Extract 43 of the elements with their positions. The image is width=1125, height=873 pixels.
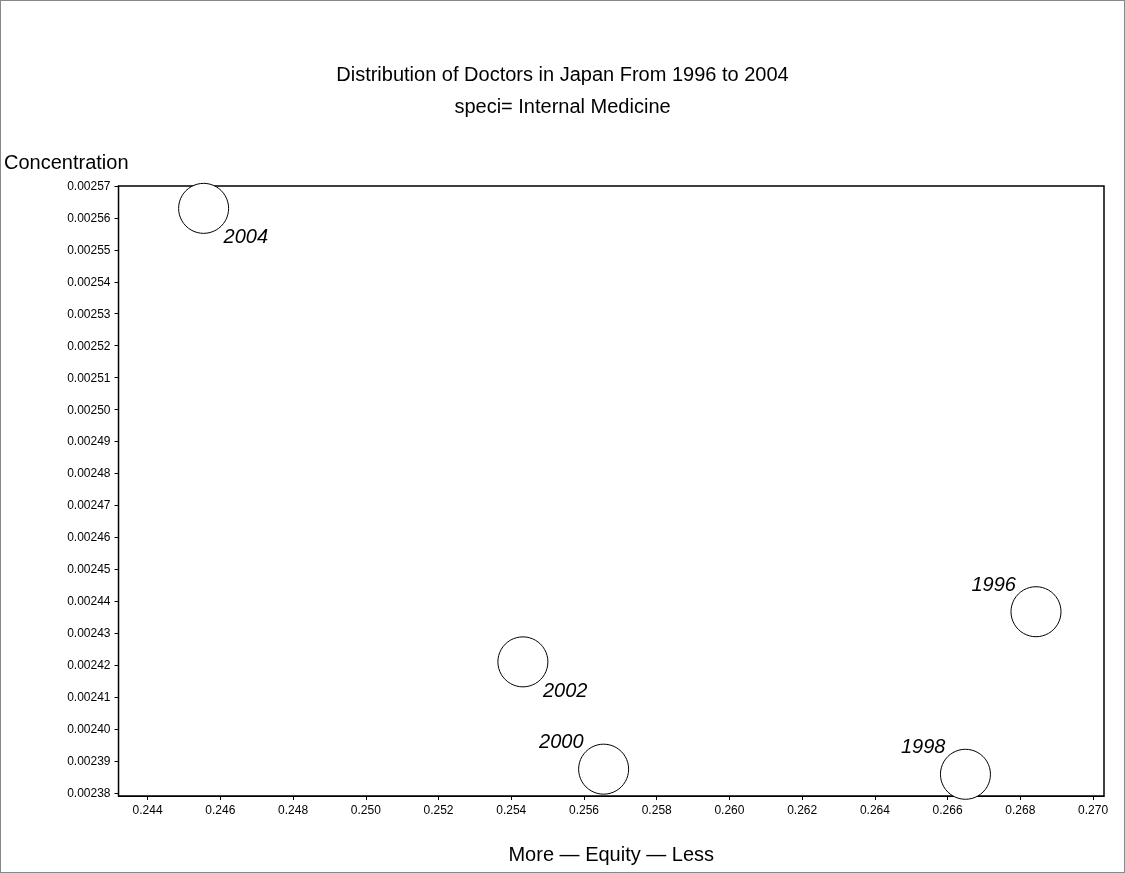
x-tick-label: 0.246 <box>205 803 236 817</box>
y-tick-label: 0.00247 <box>67 498 111 513</box>
x-axis-title: More — Equity — Less <box>508 843 715 865</box>
chart-subtitle: speci= Internal Medicine <box>454 95 671 117</box>
y-tick-label: 0.00250 <box>67 402 111 417</box>
annotation: 1996 <box>971 572 1017 595</box>
annotation: 2004 <box>222 225 269 248</box>
x-tick-label: 0.256 <box>568 803 600 817</box>
x-tick-label: 0.250 <box>350 803 382 817</box>
x-tick-label: 0.254 <box>496 803 527 817</box>
y-tick-label: 0.00257 <box>67 179 111 193</box>
x-tick-label: 0.264 <box>859 803 891 817</box>
y-tick-label: 0.00245 <box>67 562 111 577</box>
y-tick-label: 0.00239 <box>67 753 111 768</box>
y-tick-label: 0.00246 <box>67 530 111 545</box>
y-tick-label: 0.00249 <box>67 434 111 449</box>
y-tick-label: 0.00255 <box>67 242 111 257</box>
y-tick-label: 0.00243 <box>67 626 111 641</box>
y-tick-label: 0.00253 <box>67 306 111 321</box>
y-tick-label: 0.00248 <box>67 466 111 481</box>
annotation: 2000 <box>538 730 584 753</box>
x-tick-label: 0.266 <box>932 803 963 817</box>
y-tick-label: 0.00252 <box>67 338 111 353</box>
chart-title: Distribution of Doctors in Japan From 1996 to 2004 <box>336 63 789 85</box>
x-tick-label: 0.268 <box>1005 803 1036 817</box>
y-tick-label: 0.00254 <box>67 274 111 289</box>
x-tick-label: 0.270 <box>1078 803 1109 817</box>
annotation: 2002 <box>541 678 588 701</box>
y-tick-label: 0.00240 <box>67 721 111 736</box>
y-tick-label: 0.00244 <box>67 594 111 609</box>
y-tick-label: 0.00242 <box>67 658 111 673</box>
x-tick-label: 0.260 <box>714 803 745 817</box>
x-tick-label: 0.258 <box>641 803 673 817</box>
x-tick-label: 0.248 <box>278 803 309 817</box>
y-tick-label: 0.00251 <box>67 370 111 385</box>
y-axis-title: Concentration <box>3 151 129 173</box>
x-tick-label: 0.244 <box>132 803 163 817</box>
x-tick-label: 0.262 <box>787 803 818 817</box>
x-tick-label: 0.252 <box>423 803 454 817</box>
y-tick-label: 0.00241 <box>67 689 111 704</box>
y-tick-label: 0.00238 <box>67 785 111 800</box>
annotation: 1998 <box>900 735 946 758</box>
y-tick-label: 0.00256 <box>67 210 111 225</box>
